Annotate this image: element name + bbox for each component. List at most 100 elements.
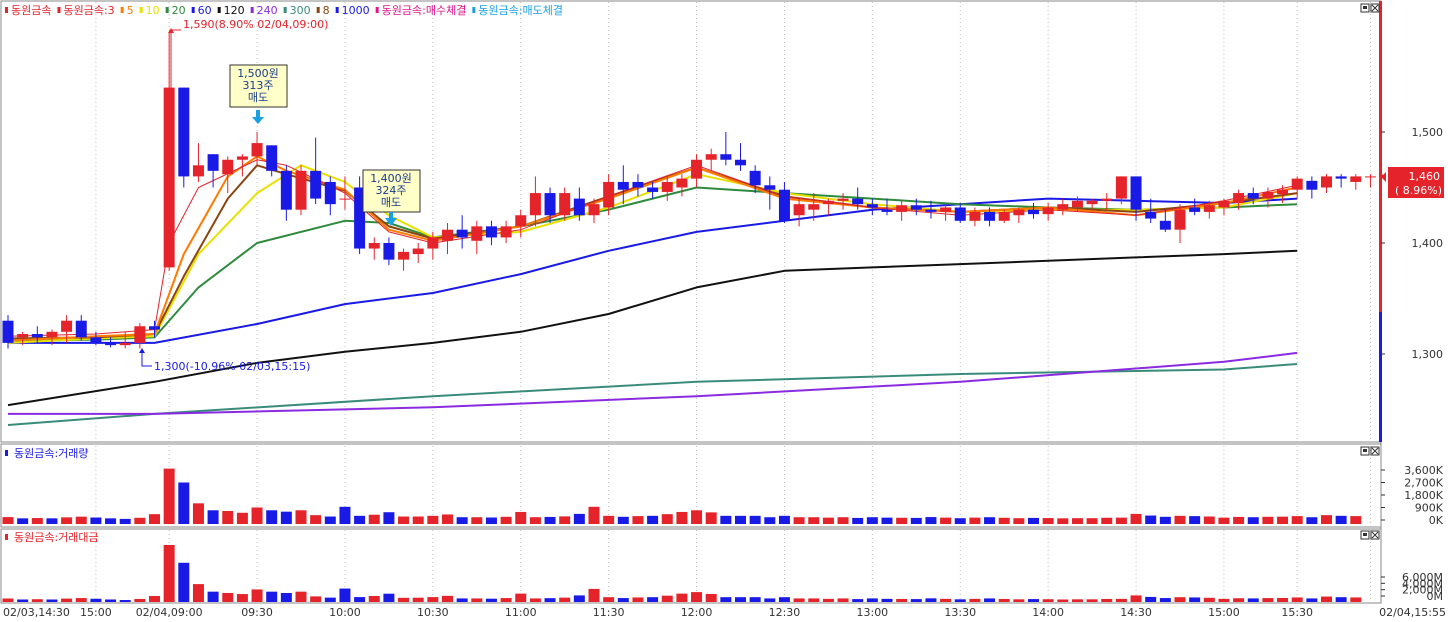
x-tick-label-6: 11:00: [505, 606, 537, 619]
amount-bar-16: [236, 594, 248, 602]
candle-42: [617, 165, 629, 205]
candle-18: [266, 145, 278, 177]
volume-bar-74: [1086, 518, 1098, 524]
price-panel: [0, 0, 1382, 443]
candle-19: [280, 165, 292, 221]
x-tick-label-15: 15:30: [1281, 606, 1313, 619]
amount-bar-31: [456, 598, 468, 602]
legend-marker-amount: [5, 534, 8, 540]
volume-bar-9: [134, 517, 146, 524]
volume-bar-64: [940, 517, 952, 524]
sell-marker-2: 1,400원 324주 매도: [362, 169, 421, 226]
legend-item-2: 5: [127, 4, 134, 17]
x-tick-label-14: 15:00: [1208, 606, 1240, 619]
volume-bar-33: [485, 517, 497, 524]
amount-bar-33: [485, 598, 497, 602]
volume-bar-88: [1291, 516, 1303, 524]
candle-71: [1042, 203, 1054, 221]
amount-bar-72: [1057, 599, 1069, 602]
amount-bar-51: [749, 597, 761, 602]
volume-bar-36: [529, 517, 541, 524]
x-tick-label-3: 09:30: [241, 606, 273, 619]
amount-bar-4: [61, 598, 73, 602]
volume-bar-84: [1233, 516, 1245, 524]
volume-bar-43: [632, 516, 644, 524]
amount-bar-66: [969, 598, 981, 602]
amount-bar-64: [940, 598, 952, 602]
volume-bar-81: [1189, 516, 1201, 524]
sell1-type: 매도: [248, 91, 268, 104]
amount-bar-26: [383, 593, 395, 602]
y-tick-label-1: 1,400: [1412, 237, 1444, 250]
legend-marker-volume: [5, 450, 8, 456]
volume-bar-72: [1057, 518, 1069, 524]
candle-32: [471, 220, 483, 255]
amount-bar-34: [500, 598, 512, 602]
volume-bar-83: [1218, 517, 1230, 524]
candle-4: [61, 315, 73, 343]
amount-bar-91: [1335, 597, 1347, 602]
amount-bar-5: [75, 598, 87, 602]
candle-77: [1130, 176, 1142, 221]
high-label: 1,590(8.90% 02/04,09:00): [183, 18, 328, 31]
volume-bar-73: [1071, 518, 1083, 524]
amount-bar-12: [178, 562, 190, 602]
volume-bar-27: [398, 516, 410, 524]
panel-buttons-volume[interactable]: [1360, 446, 1380, 456]
volume-bar-5: [75, 516, 87, 524]
candle-52: [764, 176, 776, 210]
amount-bar-56: [822, 598, 834, 602]
panel-buttons-amount[interactable]: [1360, 530, 1380, 540]
volume-bar-56: [822, 517, 834, 524]
candle-61: [896, 200, 908, 221]
volume-bar-59: [866, 517, 878, 524]
candles: [2, 32, 1376, 349]
amount-bar-65: [954, 599, 966, 602]
volume-bar-25: [368, 514, 380, 524]
candle-92: [1350, 174, 1362, 190]
candle-38: [559, 187, 571, 221]
vol-tick-label-0: 3,600K: [1404, 464, 1443, 477]
amount-bar-57: [837, 598, 849, 602]
volume-bar-82: [1203, 516, 1215, 524]
candle-5: [75, 315, 87, 341]
volume-bar-8: [119, 518, 131, 524]
volume-bar-6: [90, 517, 102, 524]
amount-bar-45: [661, 595, 673, 602]
legend-amount: 동원금속:거래대금: [14, 531, 99, 544]
candle-45: [661, 176, 673, 201]
candle-76: [1115, 176, 1127, 205]
candle-91: [1335, 174, 1347, 188]
volume-bar-89: [1306, 517, 1318, 524]
amount-bar-29: [427, 597, 439, 602]
legend-marker-11: [375, 7, 379, 13]
volume-bar-39: [573, 513, 585, 524]
amount-bar-73: [1071, 599, 1083, 602]
panel-buttons-price[interactable]: [1360, 3, 1380, 13]
amount-bar-0: [2, 598, 14, 602]
candle-75: [1101, 193, 1113, 210]
amount-bar-89: [1306, 598, 1318, 602]
amount-bar-50: [735, 597, 746, 602]
volume-bar-68: [998, 517, 1010, 524]
amount-bar-82: [1203, 597, 1215, 602]
candle-41: [603, 174, 615, 216]
amount-bar-28: [412, 597, 424, 602]
amount-bar-36: [529, 598, 541, 602]
x-tick-label-16: 02/04,15:55: [1379, 606, 1446, 619]
volume-bar-3: [46, 518, 58, 524]
volume-bar-61: [896, 517, 908, 524]
candle-40: [588, 198, 600, 224]
amount-bar-83: [1218, 598, 1230, 602]
volume-bar-58: [852, 517, 864, 524]
volume-bar-44: [647, 515, 659, 524]
candle-11: [163, 32, 175, 271]
price-range-bar-down: [1379, 312, 1382, 442]
amount-bar-11: [163, 545, 175, 602]
volume-bar-0: [2, 517, 14, 524]
amount-bar-61: [896, 598, 908, 602]
amount-bar-48: [705, 593, 717, 602]
volume-bar-53: [778, 515, 790, 524]
